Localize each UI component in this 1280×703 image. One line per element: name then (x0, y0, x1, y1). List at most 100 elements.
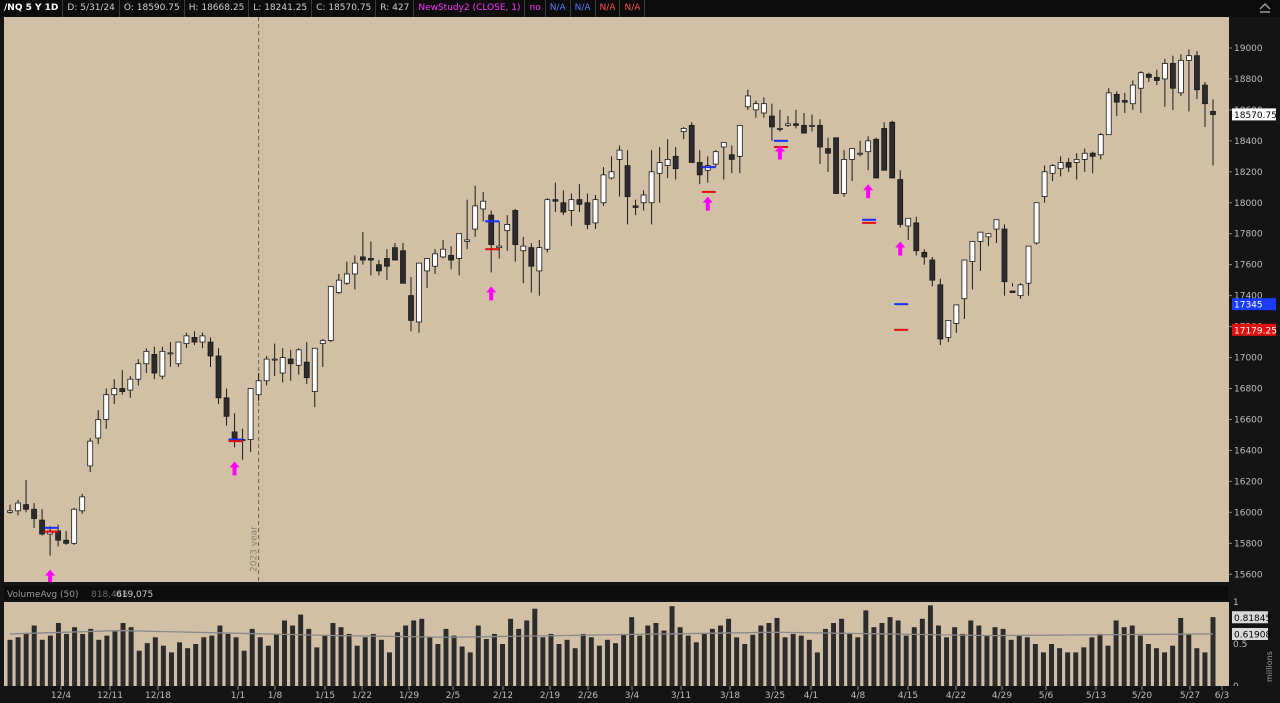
bull-candle (608, 171, 615, 179)
bull-candle (616, 149, 623, 160)
bear-candle (303, 361, 310, 379)
volume-bar (112, 631, 118, 686)
volume-bar (1097, 633, 1103, 686)
price-axis-label: 16600 (1234, 415, 1263, 425)
volume-bar (96, 639, 102, 686)
volume-bar (798, 635, 804, 686)
date-axis-label: 3/25 (765, 691, 785, 701)
study-label[interactable]: NewStudy2 (CLOSE, 1) (414, 0, 526, 17)
bull-candle (1161, 63, 1168, 80)
volume-bar (911, 627, 917, 686)
volume-bar (160, 645, 166, 686)
chart-area[interactable]: 1900018800186001840018200180001780017600… (0, 17, 1280, 703)
bull-candle (985, 233, 992, 238)
volume-bar (750, 634, 756, 686)
date-axis-label: 3/11 (671, 691, 691, 701)
bull-candle (592, 199, 599, 224)
price-axis-label: 17000 (1234, 354, 1263, 364)
volume-bar (1089, 637, 1095, 686)
volume-bar (1194, 648, 1200, 686)
bear-candle (231, 431, 238, 440)
volume-bar (847, 633, 853, 686)
volume-bar (701, 633, 707, 686)
date-axis-label: 1/15 (315, 691, 335, 701)
bull-candle (600, 174, 607, 204)
signal-arrow-icon (45, 569, 56, 584)
price-tag (1232, 323, 1276, 336)
volume-bar (177, 642, 183, 686)
volume-bar (1000, 628, 1006, 686)
volume-bar (298, 614, 304, 686)
volume-bar (314, 647, 320, 686)
volume-bar (621, 633, 627, 686)
volume-bar (443, 628, 449, 686)
bull-candle (809, 124, 815, 127)
volume-bar (766, 623, 772, 686)
bear-candle (359, 256, 366, 261)
bear-candle (688, 124, 695, 163)
bull-candle (1041, 171, 1048, 197)
volume-bar (637, 635, 643, 686)
bull-candle (424, 258, 430, 272)
bull-candle (440, 248, 446, 258)
bear-candle (1145, 73, 1152, 78)
symbol-label[interactable]: /NQ 5 Y 1D (0, 0, 64, 17)
volume-bar (879, 623, 885, 686)
volume-bar (290, 625, 296, 686)
bull-candle (993, 219, 1000, 230)
volume-bar (483, 638, 489, 686)
bear-candle (215, 355, 222, 399)
bull-candle (648, 171, 655, 204)
volume-bar (249, 628, 255, 686)
volume-bar (693, 642, 699, 686)
volume-bar (338, 627, 344, 686)
bear-candle (488, 214, 495, 245)
volume-bar (419, 618, 425, 686)
collapse-icon[interactable] (1258, 1, 1272, 15)
volume-tag-label: 0.61908 (1234, 630, 1271, 640)
bull-candle (327, 285, 334, 341)
price-tag-label: 17345 (1234, 301, 1263, 311)
volume-bar (241, 650, 247, 686)
volume-bar (128, 627, 134, 686)
bear-candle (223, 397, 230, 417)
bear-candle (191, 337, 198, 343)
high-readout: H: 18668.25 (185, 0, 250, 17)
volume-bar (411, 620, 417, 686)
bear-candle (23, 504, 29, 510)
volume-bar (1153, 648, 1159, 686)
bull-candle (416, 262, 422, 323)
bear-candle (448, 254, 454, 261)
bear-candle (937, 284, 944, 340)
volume-bar (500, 644, 505, 686)
bull-candle (111, 388, 118, 396)
volume-bar (282, 620, 287, 686)
date-readout: D: 5/31/24 (63, 0, 120, 17)
chart-header-bar: /NQ 5 Y 1D D: 5/31/24 O: 18590.75 H: 186… (0, 0, 1280, 17)
signal-arrow-icon (229, 461, 240, 476)
volume-axis-label: 1 (1233, 598, 1239, 608)
volume-bar (55, 623, 61, 686)
volume-bar (839, 618, 845, 686)
bull-candle (271, 358, 278, 361)
signal-arrow-icon (863, 184, 874, 199)
bull-candle (255, 380, 262, 396)
volume-bar (782, 637, 788, 686)
volume-bar (1024, 637, 1030, 686)
bull-candle (504, 224, 511, 232)
bull-candle (1178, 59, 1184, 94)
date-axis-label: 6/3 (1215, 691, 1229, 701)
volume-bar (467, 652, 473, 686)
date-axis-label: 4/1 (804, 691, 818, 701)
bull-candle (568, 199, 575, 211)
volume-bar (1016, 635, 1022, 686)
bull-candle (1129, 84, 1136, 105)
volume-bar (72, 627, 78, 686)
bull-candle (7, 510, 13, 513)
volume-bar (451, 635, 457, 686)
volume-bar (1137, 635, 1143, 686)
volume-bar (1032, 644, 1038, 686)
volume-tag-label: 0.81845 (1234, 614, 1271, 624)
volume-bar (903, 635, 909, 686)
price-tag (1232, 108, 1276, 121)
